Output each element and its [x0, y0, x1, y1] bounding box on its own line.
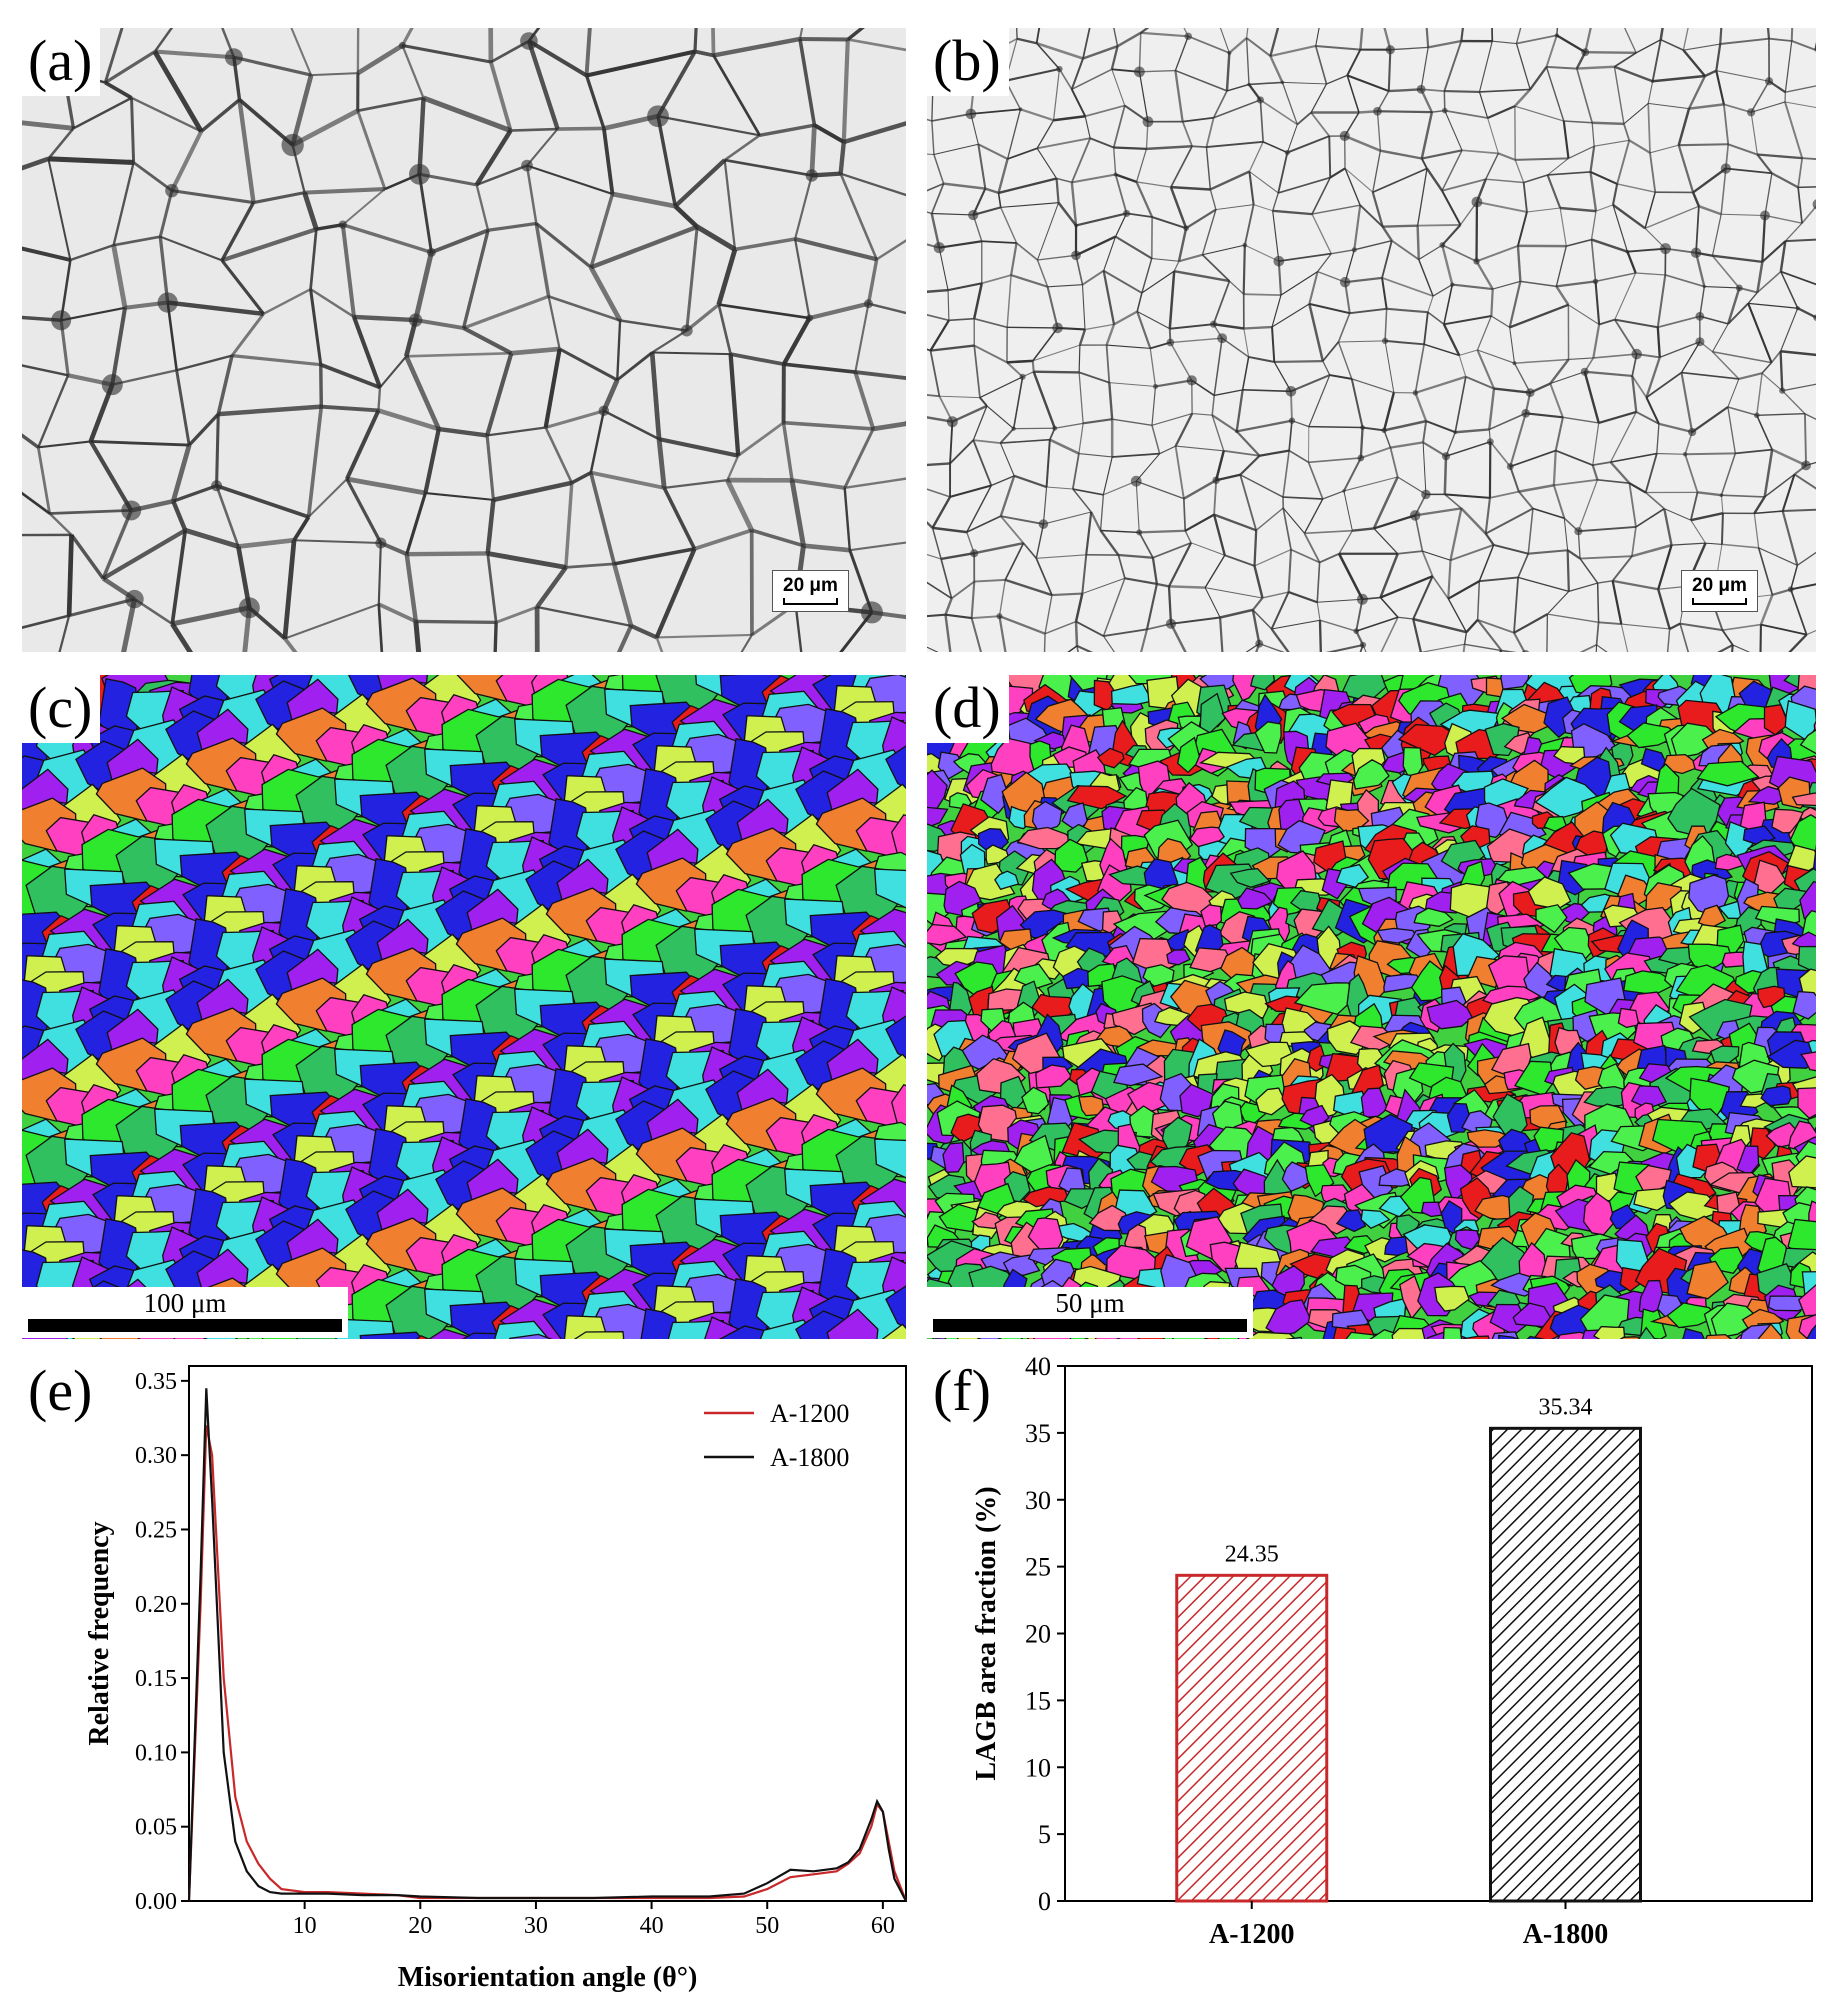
- legend-label-a-1200: A-1200: [770, 1399, 849, 1428]
- plot-frame-e: [188, 1365, 907, 1902]
- panel-label-c: (c): [22, 675, 101, 743]
- y-tick-label-f: 15: [1025, 1686, 1051, 1715]
- y-tick-label-f: 35: [1025, 1419, 1051, 1448]
- y-tick-label-e: 0.10: [135, 1740, 177, 1766]
- panel-label-f: (f): [927, 1358, 999, 1426]
- bar-a-1200: [1175, 1573, 1329, 1903]
- svg-a-grain-network: [22, 28, 906, 652]
- svg-b-grain-network: [927, 28, 1816, 652]
- x-tick-label-e: 30: [524, 1913, 548, 1939]
- scale-bar-d-label: 50 μm: [1055, 1288, 1125, 1318]
- series-line-a-1800: [187, 1388, 907, 1902]
- data-label-a-1200: 24.35: [1225, 1541, 1279, 1567]
- panel-label-b: (b): [927, 28, 1009, 96]
- y-tick-label-f: 5: [1038, 1820, 1051, 1849]
- y-tick-label-e: 0.05: [135, 1815, 177, 1841]
- y-tick-label-e: 0.20: [135, 1592, 177, 1618]
- category-label-a-1200: A-1200: [1209, 1919, 1295, 1950]
- bar-a-1800: [1488, 1426, 1642, 1903]
- y-tick-label-e: 0.35: [135, 1369, 177, 1395]
- svg-d-grains: [927, 675, 1816, 1339]
- category-label-a-1800: A-1800: [1523, 1919, 1609, 1950]
- x-axis-label-e: Misorientation angle (θ°): [398, 1962, 698, 1993]
- scale-bar-a-label: 20 μm: [783, 575, 838, 596]
- y-tick-label-f: 40: [1025, 1352, 1051, 1381]
- legend-label-a-1800: A-1800: [770, 1443, 849, 1472]
- micrograph-a-image: [22, 28, 906, 652]
- chart-f: 0 5 10 15 20 25 30 35 40 LAGB area fraction (%) 24…: [921, 1350, 1842, 1994]
- y-tick-label-f: 25: [1025, 1553, 1051, 1582]
- y-axis-label-e: Relative frequency: [84, 1521, 115, 1745]
- chart-e: 0.00 0.05 0.10 0.15 0.20 0.25 0.30 0.35 10 20 30 40…: [0, 1350, 921, 1994]
- y-tick-label-e: 0.25: [135, 1517, 177, 1543]
- x-tick-label-e: 60: [871, 1913, 895, 1939]
- panel-label-d: (d): [927, 675, 1009, 743]
- ebsd-map-c: [22, 675, 906, 1339]
- y-tick-label-e: 0.00: [135, 1889, 177, 1915]
- scale-bar-d-line: [933, 1319, 1247, 1332]
- panel-label-e: (e): [22, 1358, 101, 1426]
- micrograph-b: [927, 28, 1816, 652]
- scale-bar-c-line: [28, 1319, 342, 1332]
- x-tick-label-e: 50: [755, 1913, 779, 1939]
- series-line-a-1200: [187, 1425, 908, 1902]
- micrograph-a: [22, 28, 906, 652]
- x-tick-label-e: 10: [293, 1913, 317, 1939]
- y-tick-label-f: 10: [1025, 1753, 1051, 1782]
- x-tick-label-e: 20: [408, 1913, 432, 1939]
- micrograph-b-image: [927, 28, 1816, 652]
- panel-label-a: (a): [22, 28, 101, 96]
- scale-bar-b-label: 20 μm: [1692, 575, 1747, 596]
- scale-bar-c-label: 100 μm: [143, 1288, 227, 1318]
- y-tick-label-e: 0.30: [135, 1443, 177, 1469]
- x-tick-label-e: 40: [640, 1913, 664, 1939]
- y-tick-label-f: 0: [1038, 1887, 1051, 1916]
- ebsd-map-d: [927, 675, 1816, 1339]
- lagb-bar-chart: 0 5 10 15 20 25 30 35 40 LAGB area fraction (%) 24…: [971, 1352, 1813, 1950]
- scale-bar-d: 50 μm: [927, 1287, 1253, 1338]
- scale-bar-b: 20 μm: [1681, 570, 1758, 612]
- scale-bar-c: 100 μm: [22, 1287, 348, 1338]
- y-axis-label-f: LAGB area fraction (%): [971, 1486, 1002, 1780]
- scale-bar-a-line: [783, 598, 838, 605]
- data-label-a-1800: 35.34: [1538, 1394, 1592, 1420]
- misorientation-chart: 0.00 0.05 0.10 0.15 0.20 0.25 0.30 0.35 10 20 30 40…: [84, 1365, 908, 1993]
- y-tick-label-e: 0.15: [135, 1666, 177, 1692]
- scale-bar-b-line: [1692, 598, 1747, 605]
- ebsd-map-c-image: [22, 675, 906, 1339]
- y-tick-label-f: 20: [1025, 1620, 1051, 1649]
- y-tick-label-f: 30: [1025, 1486, 1051, 1515]
- scale-bar-a: 20 μm: [772, 570, 849, 612]
- svg-c-grains: [22, 675, 906, 1339]
- ebsd-map-d-image: [927, 675, 1816, 1339]
